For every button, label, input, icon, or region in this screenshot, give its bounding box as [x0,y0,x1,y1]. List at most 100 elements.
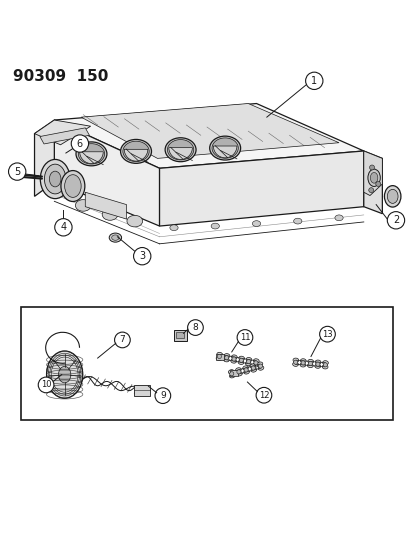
Bar [216,353,223,360]
Polygon shape [85,192,126,219]
Ellipse shape [230,359,236,363]
Text: 7: 7 [119,335,125,344]
Ellipse shape [256,362,262,366]
Circle shape [305,72,322,90]
Circle shape [246,360,250,364]
Circle shape [369,165,374,170]
Ellipse shape [224,353,229,358]
Ellipse shape [75,200,91,211]
Text: 1: 1 [311,76,317,86]
Ellipse shape [334,215,342,221]
Circle shape [368,188,373,192]
Ellipse shape [314,364,320,368]
Circle shape [308,361,312,366]
Circle shape [300,361,304,365]
Ellipse shape [258,366,263,370]
Ellipse shape [237,360,243,365]
Ellipse shape [64,175,81,197]
Ellipse shape [246,358,251,362]
Circle shape [243,368,247,372]
Ellipse shape [229,374,235,378]
Circle shape [258,364,262,368]
Ellipse shape [58,366,71,383]
Text: 90309  150: 90309 150 [13,69,108,84]
Circle shape [154,388,170,403]
Ellipse shape [112,235,119,240]
Ellipse shape [49,171,61,187]
Circle shape [323,363,327,367]
Ellipse shape [165,138,196,161]
Text: 13: 13 [321,330,332,338]
Polygon shape [81,103,338,158]
Polygon shape [159,151,363,226]
Ellipse shape [387,189,397,204]
Circle shape [293,360,297,364]
Circle shape [55,219,72,236]
Text: 6: 6 [77,139,83,149]
Text: 4: 4 [60,222,66,232]
Ellipse shape [370,172,377,183]
Circle shape [133,247,150,265]
Polygon shape [54,120,159,226]
Ellipse shape [384,185,400,207]
Bar [134,385,150,397]
Circle shape [239,358,243,362]
Circle shape [231,357,235,361]
Ellipse shape [249,364,255,368]
Ellipse shape [123,141,149,161]
Text: 10: 10 [41,381,51,390]
Circle shape [229,372,233,376]
Text: 12: 12 [258,391,268,400]
Circle shape [253,361,257,365]
Text: 9: 9 [159,391,165,400]
Circle shape [251,366,255,370]
Ellipse shape [127,215,142,227]
Polygon shape [54,103,363,168]
Bar [173,330,186,341]
Circle shape [237,329,252,345]
Ellipse shape [245,361,251,366]
Text: 3: 3 [139,251,145,261]
Ellipse shape [238,356,244,360]
Ellipse shape [211,223,219,229]
Bar [21,306,392,420]
Ellipse shape [223,358,229,362]
Circle shape [319,326,335,342]
Ellipse shape [216,357,221,360]
Ellipse shape [307,359,313,364]
Ellipse shape [109,233,121,242]
Ellipse shape [367,169,380,187]
Circle shape [187,320,203,335]
Ellipse shape [314,360,320,364]
Circle shape [256,387,271,403]
Ellipse shape [322,361,328,365]
Polygon shape [34,120,90,145]
Ellipse shape [300,359,306,363]
Ellipse shape [216,352,222,357]
Circle shape [9,163,26,180]
Ellipse shape [167,140,193,160]
Wedge shape [169,148,192,159]
Ellipse shape [236,372,242,376]
Ellipse shape [228,370,233,374]
Ellipse shape [250,368,256,372]
Circle shape [114,332,130,348]
Text: 8: 8 [192,323,198,332]
Circle shape [38,377,54,393]
Ellipse shape [120,140,151,163]
Wedge shape [124,149,147,161]
Ellipse shape [211,138,238,158]
Bar [229,370,237,376]
Circle shape [224,356,228,360]
Text: 5: 5 [14,167,20,176]
Ellipse shape [252,221,260,227]
Ellipse shape [102,209,118,220]
Ellipse shape [61,171,85,201]
Ellipse shape [209,136,240,160]
Ellipse shape [243,370,249,374]
Circle shape [217,354,221,359]
Ellipse shape [307,364,313,368]
Ellipse shape [169,225,178,231]
Polygon shape [40,128,89,144]
Ellipse shape [299,363,305,367]
